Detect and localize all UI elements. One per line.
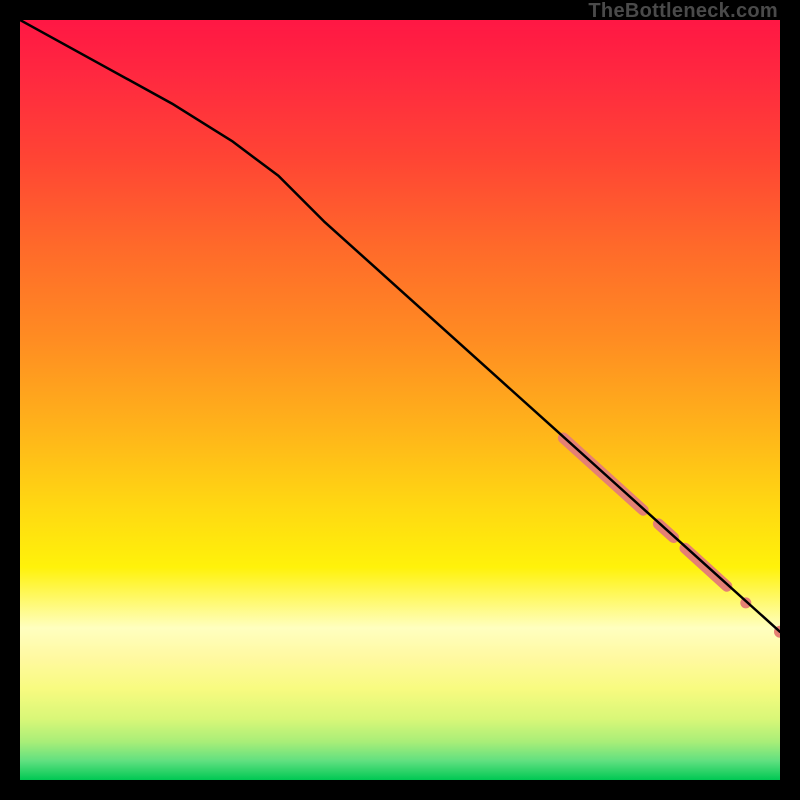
plot-area <box>20 20 780 780</box>
gradient-background <box>20 20 780 780</box>
plot-svg <box>20 20 780 780</box>
